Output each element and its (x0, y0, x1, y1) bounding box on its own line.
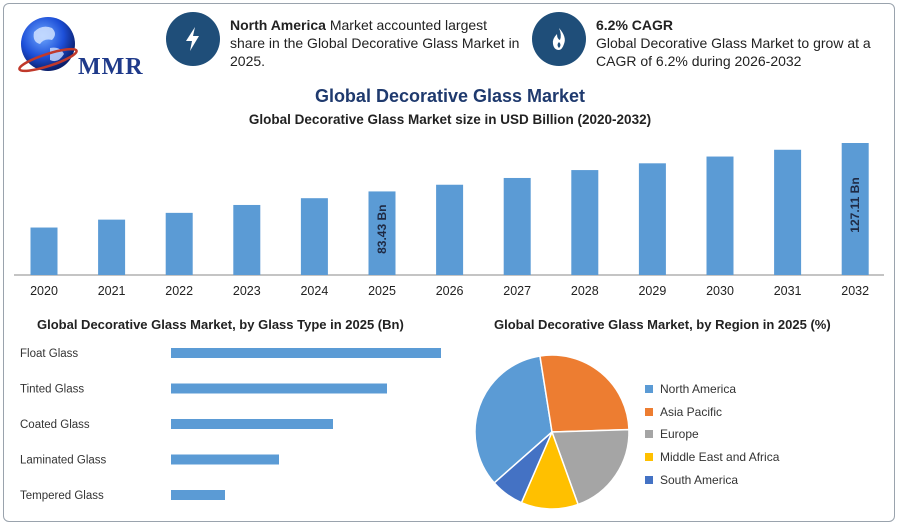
x-tick-2028: 2028 (571, 284, 599, 298)
glass-type-title: Global Decorative Glass Market, by Glass… (37, 317, 404, 332)
chart-subtitle: Global Decorative Glass Market size in U… (248, 112, 652, 127)
x-tick-2026: 2026 (436, 284, 464, 298)
legend-item: North America (645, 378, 779, 401)
globe-icon (18, 17, 78, 73)
bar-2022 (165, 212, 193, 275)
stat-north-america: North America Market accounted largest s… (230, 16, 520, 70)
data-label-2025: 83.43 Bn (375, 205, 389, 254)
pie-slice-south-america (493, 431, 553, 504)
stat-rest: Market accounted largest share in the Gl… (230, 17, 520, 69)
glass-type-bar-chart: Float Glass Tinted Glass Coated Glass Lamin… (20, 348, 441, 502)
x-tick-2020: 2020 (30, 284, 58, 298)
legend-label: North America (660, 382, 737, 397)
flame-icon (532, 12, 586, 66)
bar-2027 (503, 177, 531, 275)
stat-cagr: 6.2% CAGR Global Decorative Glass Market … (596, 16, 886, 70)
pie-slice-north-america (474, 355, 553, 484)
legend-swatch (645, 453, 653, 462)
legend-item: Asia Pacific (645, 401, 779, 424)
logo-text: MMR (78, 54, 144, 80)
region-pie-chart (474, 354, 630, 510)
market-size-bar-chart: 2020 2021 2022 2023 2024 2025 83.43 Bn 2026 2027… (14, 143, 884, 298)
x-tick-2021: 2021 (98, 284, 126, 298)
bar-2029 (638, 163, 666, 275)
mmr-logo: MMR (14, 10, 144, 80)
glass-type-bar (171, 490, 225, 500)
glass-type-label: Coated Glass (20, 419, 90, 431)
x-tick-2031: 2031 (774, 284, 802, 298)
legend-label: South America (660, 472, 739, 487)
glass-type-label: Float Glass (20, 348, 78, 360)
bar-2026 (436, 184, 464, 275)
x-tick-2027: 2027 (503, 284, 531, 298)
bar-2032 (841, 143, 869, 275)
lightning-icon (166, 12, 220, 66)
x-tick-2025: 2025 (368, 284, 396, 298)
legend-swatch (645, 385, 653, 394)
data-label-2032: 127.11 Bn (848, 177, 862, 232)
bar-2020 (30, 227, 58, 275)
legend-label: Europe (660, 427, 699, 442)
x-tick-2024: 2024 (300, 284, 328, 298)
legend-item: Europe (645, 423, 779, 446)
glass-type-bar (171, 383, 387, 394)
bar-2021 (98, 219, 126, 275)
stat-rest: Global Decorative Glass Market to grow a… (596, 35, 871, 69)
glass-type-bar (171, 454, 279, 465)
stat-bold: 6.2% CAGR (596, 17, 674, 33)
legend-item: Middle East and Africa (645, 446, 779, 469)
stat-bold: North America (230, 17, 326, 33)
bar-2028 (571, 170, 599, 275)
x-tick-2023: 2023 (233, 284, 261, 298)
page-title: Global Decorative Glass Market (314, 86, 586, 106)
infographic-frame (3, 3, 895, 522)
glass-type-bar (171, 419, 333, 429)
x-tick-2030: 2030 (706, 284, 734, 298)
glass-type-label: Laminated Glass (20, 455, 107, 467)
pie-legend: North America Asia Pacific Europe Middle Ea… (645, 378, 779, 491)
bar-2030 (706, 156, 734, 275)
x-tick-2022: 2022 (165, 284, 193, 298)
glass-type-label: Tinted Glass (20, 384, 84, 396)
legend-label: Asia Pacific (660, 404, 723, 419)
legend-swatch (645, 430, 653, 439)
glass-type-label: Tempered Glass (20, 490, 104, 502)
pie-slice-asia-pacific (539, 354, 630, 433)
glass-type-bar (171, 348, 441, 358)
bar-2025 (368, 191, 396, 275)
x-tick-2032: 2032 (841, 284, 869, 298)
region-title: Global Decorative Glass Market, by Regio… (494, 317, 831, 332)
legend-swatch (645, 475, 653, 484)
legend-label: Middle East and Africa (660, 450, 780, 465)
x-tick-2029: 2029 (638, 284, 666, 298)
bar-2024 (300, 198, 328, 275)
pie-slice-europe (550, 428, 630, 506)
legend-swatch (645, 407, 653, 416)
legend-item: South America (645, 468, 779, 491)
bar-2023 (233, 204, 261, 275)
bar-2031 (774, 149, 802, 275)
